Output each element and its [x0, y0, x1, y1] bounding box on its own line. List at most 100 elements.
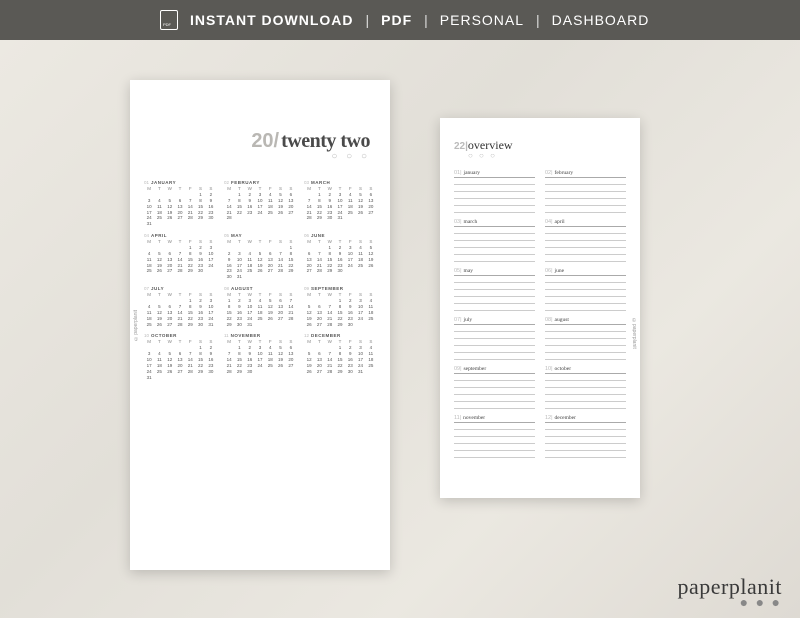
day: 31 — [144, 375, 154, 381]
day: 25 — [366, 316, 376, 322]
separator: | — [366, 12, 370, 28]
day: 27 — [366, 210, 376, 216]
dow-label: T — [154, 239, 164, 244]
day: 26 — [154, 322, 164, 328]
overview-line — [454, 339, 535, 346]
dow-label: S — [275, 239, 285, 244]
day: 30 — [345, 322, 355, 328]
dow-label: F — [345, 339, 355, 344]
month: 08AUGUSTMTWTFSS1234567891011121314151617… — [224, 286, 296, 327]
month: 04APRILMTWTFSS12345678910111213141516171… — [144, 233, 216, 280]
day: 29 — [335, 322, 345, 328]
dow-label: S — [286, 186, 296, 191]
month-name: APRIL — [151, 233, 167, 238]
day: 24 — [345, 263, 355, 269]
day: 30 — [206, 215, 216, 221]
day: 29 — [185, 322, 195, 328]
dow-label: M — [144, 186, 154, 191]
top-bar: INSTANT DOWNLOAD | PDF | PERSONAL | DASH… — [0, 0, 800, 40]
overview-line — [545, 451, 626, 458]
overview-grid: 01|january02|february03|march04|april05|… — [454, 170, 626, 458]
dow-label: W — [245, 239, 255, 244]
dow-label: W — [165, 339, 175, 344]
overview-line — [545, 444, 626, 451]
day: 29 — [234, 369, 244, 375]
overview-line — [454, 227, 535, 234]
overview-cell-num: 07| — [454, 317, 462, 323]
day: 25 — [154, 369, 164, 375]
month-num: 11 — [224, 333, 229, 338]
overview-cell-name: november — [463, 415, 485, 421]
overview-dots: ○ ○ ○ — [468, 151, 626, 160]
dow-label: S — [206, 292, 216, 297]
overview-line — [545, 325, 626, 332]
day: 31 — [245, 322, 255, 328]
overview-cell-name: april — [555, 219, 565, 225]
dow-label: S — [286, 339, 296, 344]
overview-line — [545, 423, 626, 430]
overview-cell-name: february — [555, 170, 574, 176]
day: 31 — [144, 221, 154, 227]
overview-cell: 10|october — [545, 366, 626, 409]
dow-label: S — [195, 339, 205, 344]
day: 23 — [245, 210, 255, 216]
dow-label: F — [265, 292, 275, 297]
month-num: 02 — [224, 180, 229, 185]
month-name: JULY — [151, 286, 164, 291]
dow-label: S — [275, 292, 285, 297]
day: 30 — [206, 369, 216, 375]
day: 30 — [335, 268, 345, 274]
dow-label: S — [206, 239, 216, 244]
day: 26 — [355, 210, 365, 216]
day: 26 — [304, 322, 314, 328]
overview-line — [545, 381, 626, 388]
dow-label: W — [325, 186, 335, 191]
overview-line — [545, 185, 626, 192]
month-num: 12 — [304, 333, 309, 338]
overview-line — [454, 402, 535, 409]
overview-page: ©paperplanit 22|overview ○ ○ ○ 01|januar… — [440, 118, 640, 498]
dow-label: F — [265, 186, 275, 191]
year-number: 20/ — [251, 130, 279, 152]
dow-label: T — [175, 292, 185, 297]
month-name: OCTOBER — [151, 333, 177, 338]
year-dots: ○ ○ ○ — [144, 151, 370, 162]
day: 25 — [345, 210, 355, 216]
day: 25 — [366, 363, 376, 369]
overview-line — [454, 381, 535, 388]
day: 30 — [345, 369, 355, 375]
dow-label: M — [304, 339, 314, 344]
overview-cell-num: 03| — [454, 219, 462, 225]
day: 25 — [245, 268, 255, 274]
day: 27 — [175, 215, 185, 221]
overview-line — [454, 395, 535, 402]
day: 28 — [275, 268, 285, 274]
month: 02FEBRUARYMTWTFSS12345678910111213141516… — [224, 180, 296, 227]
overview-line — [454, 234, 535, 241]
day: 25 — [154, 215, 164, 221]
overview-title-word: overview — [468, 138, 513, 152]
dow-label: W — [245, 292, 255, 297]
overview-cell-num: 05| — [454, 268, 462, 274]
day: 27 — [286, 363, 296, 369]
overview-cell-name: october — [555, 366, 572, 372]
overview-cell: 03|march — [454, 219, 535, 262]
month-name: JANUARY — [151, 180, 176, 185]
overview-line — [454, 178, 535, 185]
dow-label: M — [224, 186, 234, 191]
overview-cell: 08|august — [545, 317, 626, 360]
overview-line — [545, 402, 626, 409]
dow-label: S — [275, 186, 285, 191]
dow-label: T — [314, 239, 324, 244]
day: 31 — [206, 322, 216, 328]
day: 28 — [185, 215, 195, 221]
day: 22 — [234, 210, 244, 216]
dow-label: T — [335, 186, 345, 191]
overview-line — [454, 304, 535, 311]
overview-cell-num: 11| — [454, 415, 461, 421]
overview-title-num: 22| — [454, 141, 468, 152]
month: 10OCTOBERMTWTFSS123456789101112131415161… — [144, 333, 216, 380]
month-name: JUNE — [311, 233, 325, 238]
overview-line — [454, 437, 535, 444]
dow-label: T — [314, 292, 324, 297]
